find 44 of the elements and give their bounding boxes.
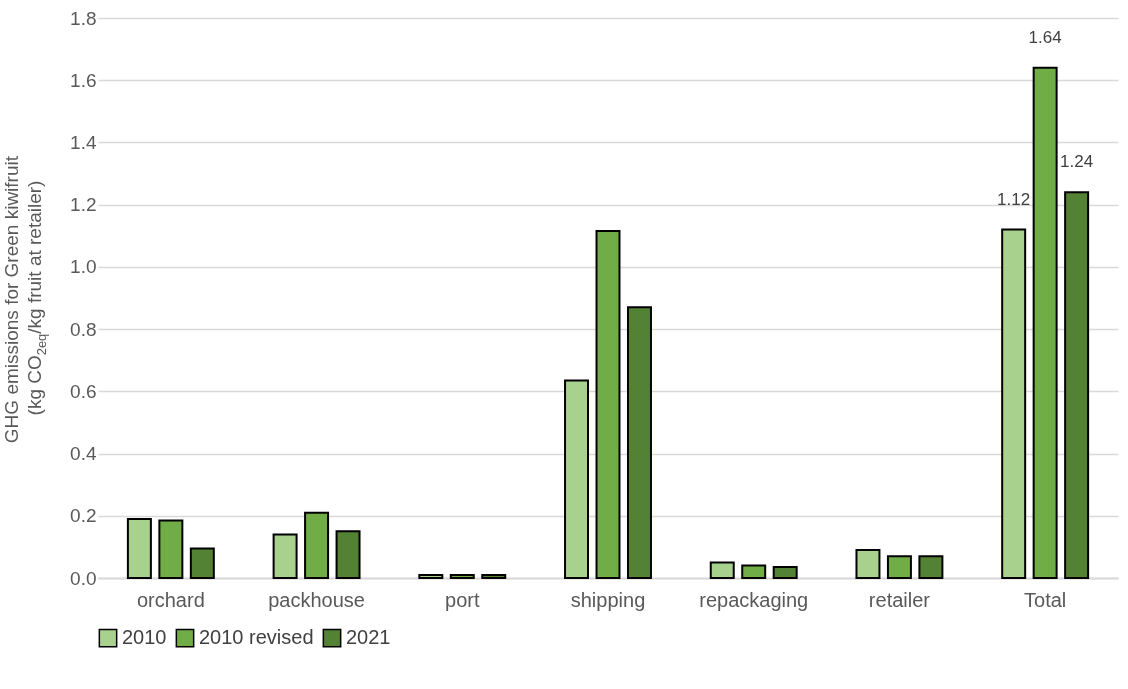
bar — [626, 306, 652, 579]
bar — [772, 566, 798, 579]
x-tick-label: retailer — [868, 588, 931, 611]
bar — [564, 379, 590, 579]
legend-label: 2010 revised — [199, 626, 314, 649]
bar — [158, 519, 184, 579]
bar — [1032, 66, 1058, 579]
bar — [886, 555, 912, 579]
data-label: 1.64 — [1028, 27, 1062, 47]
bar — [741, 564, 767, 579]
data-label: 1.24 — [1060, 152, 1094, 172]
x-tick-label: orchard — [136, 588, 205, 611]
data-label: 1.12 — [997, 189, 1031, 209]
y-tick-label: 1.2 — [70, 194, 97, 216]
y-tick-label: 1.8 — [70, 7, 97, 29]
x-tick-label: packhouse — [268, 588, 365, 611]
bar — [126, 517, 152, 579]
bar — [855, 549, 881, 579]
y-tick-label: 1.0 — [70, 256, 97, 278]
x-tick-label: Total — [1024, 588, 1067, 611]
bar — [1001, 228, 1027, 579]
y-tick-label: 0.6 — [70, 380, 97, 402]
y-tick-label: 0.8 — [70, 318, 97, 340]
bar — [1064, 191, 1090, 579]
x-tick-label: port — [445, 588, 480, 611]
bar — [189, 547, 215, 579]
legend-label: 2021 — [346, 626, 391, 649]
bar — [918, 555, 944, 579]
y-tick-label: 0.0 — [70, 567, 97, 589]
bar — [709, 561, 735, 579]
y-tick-label: 1.4 — [70, 131, 97, 153]
bar — [272, 533, 298, 579]
bar — [481, 573, 507, 579]
bar — [449, 573, 475, 579]
y-tick-label: 0.4 — [70, 443, 97, 465]
x-tick-label: repackaging — [699, 588, 809, 611]
legend-label: 2010 — [122, 626, 167, 649]
y-tick-label: 1.6 — [70, 69, 97, 91]
bar — [304, 511, 330, 579]
y-tick-label: 0.2 — [70, 505, 97, 527]
x-tick-label: shipping — [570, 588, 646, 611]
bar — [595, 230, 621, 579]
bar — [335, 530, 361, 579]
bar — [418, 573, 444, 579]
